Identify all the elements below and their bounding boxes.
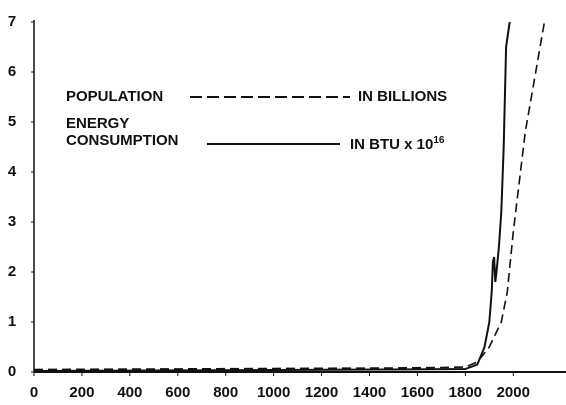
x-tick-label: 1800: [449, 384, 482, 401]
legend-name: POPULATION: [66, 88, 164, 105]
x-tick-label: 1000: [257, 384, 290, 401]
x-tick-label: 1400: [353, 384, 386, 401]
y-tick-label: 3: [8, 213, 16, 230]
y-tick-label: 4: [8, 163, 17, 180]
x-tick-label: 0: [30, 384, 38, 401]
y-tick-label: 5: [8, 113, 16, 130]
x-tick-label: 600: [165, 384, 190, 401]
x-tick-label: 2000: [497, 384, 530, 401]
x-tick-label: 1200: [305, 384, 338, 401]
series-line: [33, 21, 546, 371]
legend-unit-text: IN BTU x 10: [350, 136, 434, 153]
x-tick-label: 800: [213, 384, 238, 401]
legend-name: ENERGY CONSUMPTION: [66, 115, 179, 149]
y-tick-label: 6: [8, 63, 16, 80]
legend-unit-sup: 16: [433, 135, 445, 146]
y-tick-label: 2: [8, 263, 16, 280]
y-tick-label: 1: [8, 313, 16, 330]
series-line: [33, 21, 511, 372]
x-tick-label: 1600: [401, 384, 434, 401]
legend-unit: IN BILLIONS: [358, 88, 448, 105]
x-tick-label: 200: [69, 384, 94, 401]
y-tick-label: 7: [8, 13, 16, 30]
x-tick-label: 400: [117, 384, 142, 401]
legend-unit: IN BTU x 1016: [350, 132, 444, 153]
y-tick-label: 0: [8, 363, 16, 380]
